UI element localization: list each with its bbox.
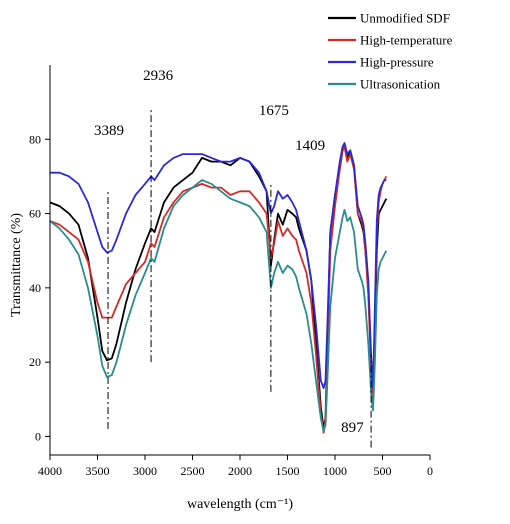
- annotation-lines: [107, 109, 372, 448]
- x-tick-label: 3000: [133, 464, 157, 478]
- series-line-2: [50, 142, 387, 389]
- annotation-label: 897: [341, 420, 364, 436]
- y-tick-label: 60: [29, 207, 41, 221]
- x-tick-label: 1000: [323, 464, 347, 478]
- annotation-label: 2936: [143, 68, 174, 84]
- annotation-label: 3389: [94, 123, 124, 139]
- y-axis-title: Transmittance (%): [9, 213, 24, 317]
- series-line-3: [49, 179, 388, 432]
- x-tick-label: 500: [374, 464, 392, 478]
- legend-label: High-temperature: [360, 33, 453, 48]
- y-ticks: 0 20 40 60 80: [29, 132, 50, 443]
- legend-label: Ultrasonication: [360, 77, 441, 92]
- x-tick-label: 1500: [276, 464, 300, 478]
- x-tick-label: 4000: [38, 464, 62, 478]
- annotation-label: 1675: [259, 103, 289, 119]
- y-tick-label: 20: [29, 355, 41, 369]
- annotation-labels: 3389 2936 1675 1409 897: [94, 68, 364, 436]
- x-tick-label: 2000: [228, 464, 252, 478]
- x-tick-label: 2500: [181, 464, 205, 478]
- y-tick-label: 80: [29, 132, 41, 146]
- x-tick-label: 3500: [86, 464, 110, 478]
- legend: Unmodified SDF High-temperature High-press…: [328, 11, 453, 92]
- legend-label: High-pressure: [360, 55, 434, 70]
- y-tick-label: 0: [35, 429, 41, 443]
- y-tick-label: 40: [29, 281, 41, 295]
- legend-label: Unmodified SDF: [360, 11, 450, 26]
- series-layer: [49, 142, 388, 434]
- x-axis-title: wavelength (cm⁻¹): [187, 497, 293, 512]
- x-ticks: 4000 3500 3000 2500 2000 1500 1000 500 0: [38, 455, 433, 478]
- annotation-label: 1409: [295, 138, 325, 154]
- x-tick-label: 0: [427, 464, 433, 478]
